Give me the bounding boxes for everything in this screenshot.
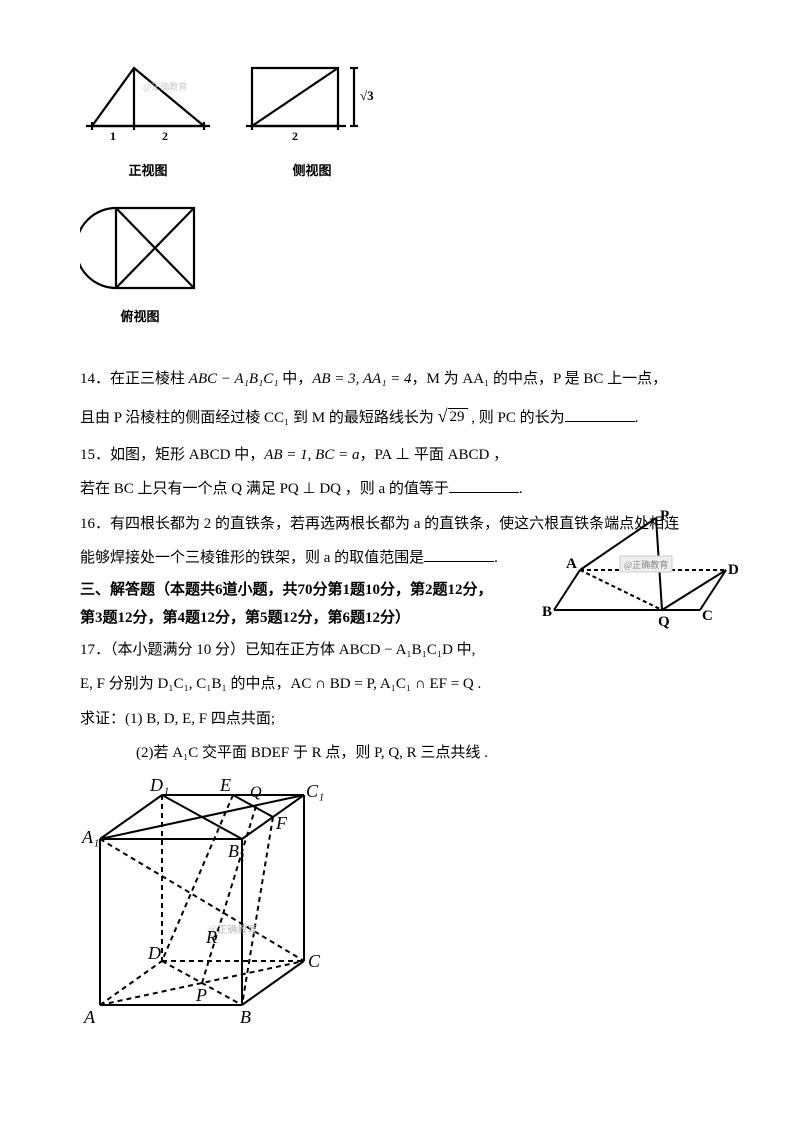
side-width: 2 (292, 129, 298, 143)
svg-text:D: D (147, 943, 161, 963)
svg-text:D₁: D₁ (149, 777, 169, 795)
svg-text:C: C (308, 951, 321, 971)
q15-blank (449, 477, 519, 493)
svg-text:E: E (219, 777, 231, 795)
side-view-figure: 2 √3 侧视图 (242, 60, 382, 186)
question-14-line2: 且由 P 沿棱柱的侧面经过棱 CC₁ 到 M 的最短路线长为 √29 , 则 P… (80, 396, 720, 437)
question-17-l2: E, F 分别为 D₁C₁, C₁B₁ 的中点，AC ∩ BD = P, A₁C… (80, 667, 720, 702)
question-17: 17．（本小题满分 10 分）已知在正方体 ABCD − A₁B₁C₁D 中, (80, 633, 720, 668)
q14-num: 14． (80, 371, 110, 387)
svg-text:B₁: B₁ (228, 841, 245, 861)
svg-text:A: A (83, 1007, 96, 1027)
svg-text:@正确教育: @正确教育 (624, 559, 668, 570)
svg-text:F: F (275, 813, 288, 833)
svg-text:C₁: C₁ (306, 781, 324, 801)
question-17-p1: 求证：(1) B, D, E, F 四点共面; (80, 702, 720, 737)
tick-2: 2 (162, 129, 168, 143)
svg-text:B: B (542, 604, 552, 620)
front-view-svg: 1 2 @正确教育 (80, 60, 216, 154)
q16-num: 16． (80, 516, 110, 532)
svg-text:P: P (660, 508, 669, 524)
svg-text:D: D (728, 562, 739, 578)
top-view-figure: 俯视图 (80, 196, 200, 332)
q17-num: 17． (80, 642, 110, 658)
svg-text:A: A (566, 556, 577, 572)
svg-text:Q: Q (250, 784, 262, 801)
q14-blank (565, 406, 635, 422)
tick-1: 1 (110, 129, 116, 143)
svg-text:C: C (702, 608, 713, 624)
svg-text:A₁: A₁ (81, 827, 99, 847)
watermark-1: @正确教育 (143, 81, 187, 92)
top-view-svg (80, 196, 200, 300)
svg-text:R: R (205, 927, 217, 947)
top-view-caption: 俯视图 (120, 302, 159, 332)
front-view-caption: 正视图 (128, 156, 167, 186)
question-14: 14．在正三棱柱 ABC − A₁B₁C₁ 中，AB = 3, AA₁ = 4，… (80, 362, 720, 397)
q17-cube-figure: @正确教育 D₁ E Q C₁ A₁ F B₁ D R C A P B (80, 777, 360, 1033)
svg-text:B: B (240, 1007, 251, 1027)
side-height: √3 (360, 88, 374, 103)
side-view-caption: 侧视图 (292, 156, 331, 186)
question-17-p2: (2)若 A₁C 交平面 BDEF 于 R 点，则 P, Q, R 三点共线 . (80, 736, 720, 771)
q16-blank (424, 546, 494, 562)
svg-text:P: P (195, 985, 207, 1005)
q15-num: 15． (80, 447, 110, 463)
q15-figure: @正确教育 P A D B Q C (540, 508, 740, 638)
question-15: 15．如图，矩形 ABCD 中，AB = 1, BC = a，PA ⊥ 平面 A… (80, 438, 720, 473)
question-15-line2: 若在 BC 上只有一个点 Q 满足 PQ ⊥ DQ ，则 a 的值等于. (80, 472, 720, 507)
svg-text:Q: Q (658, 614, 670, 630)
front-view-figure: 1 2 @正确教育 正视图 (80, 60, 216, 186)
side-view-svg: 2 √3 (242, 60, 382, 154)
